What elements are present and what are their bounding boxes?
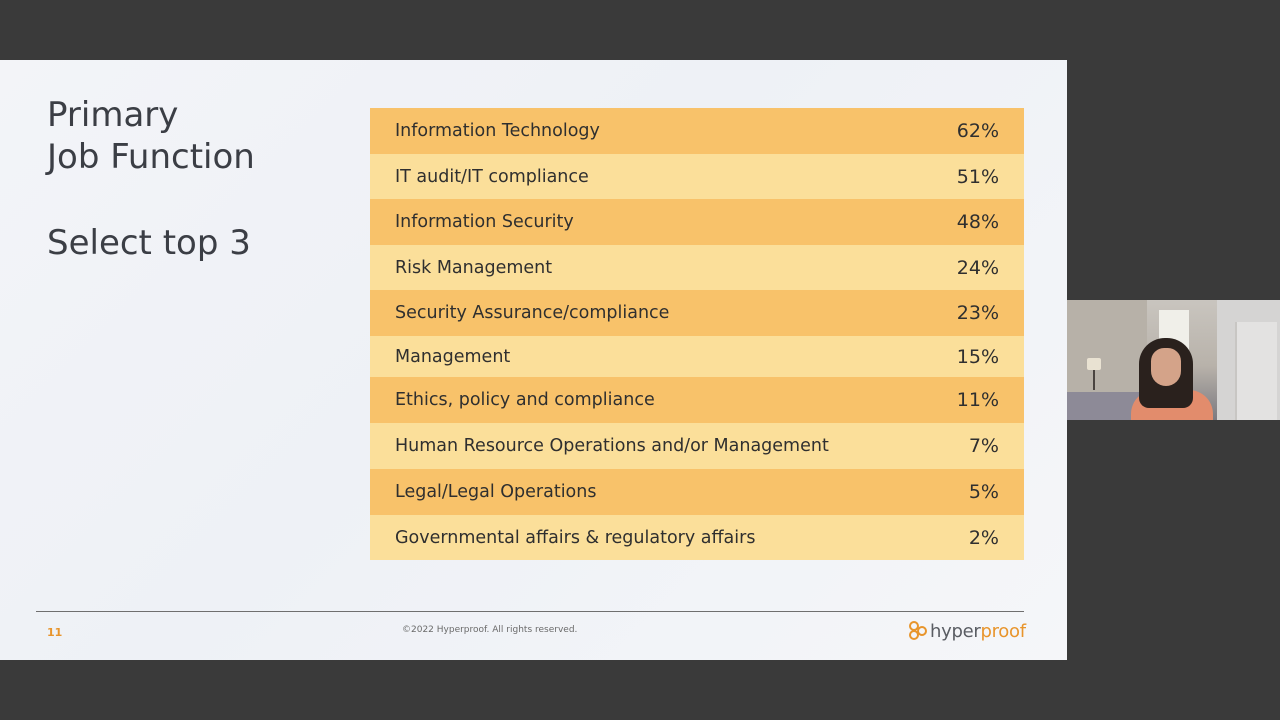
row-label: Ethics, policy and compliance: [395, 390, 655, 410]
table-row: Ethics, policy and compliance 11%: [370, 377, 1024, 423]
slide-title-line1: Primary: [47, 95, 179, 135]
table-row: Human Resource Operations and/or Managem…: [370, 423, 1024, 469]
webcam-lamp: [1087, 358, 1101, 370]
row-label: Legal/Legal Operations: [395, 482, 597, 502]
webcam-lamp-stand: [1093, 370, 1095, 390]
hyperproof-logo: hyperproof: [908, 620, 1026, 642]
slide-subtitle: Select top 3: [47, 223, 251, 263]
table-row: Legal/Legal Operations 5%: [370, 469, 1024, 515]
row-label: Information Technology: [395, 121, 600, 141]
table-row: Information Technology 62%: [370, 108, 1024, 154]
row-label: Human Resource Operations and/or Managem…: [395, 436, 829, 456]
row-value: 5%: [968, 481, 999, 503]
row-value: 48%: [956, 211, 999, 233]
speaker-face: [1151, 348, 1181, 386]
job-function-table: Information Technology 62% IT audit/IT c…: [370, 108, 1024, 560]
row-value: 2%: [968, 526, 999, 549]
table-row: Risk Management 24%: [370, 245, 1024, 290]
logo-wordmark: hyperproof: [930, 621, 1026, 642]
row-value: 24%: [956, 256, 999, 279]
hyperproof-logo-icon: [909, 621, 927, 640]
page-number: 11: [47, 626, 63, 639]
webcam-video-feed: [1067, 300, 1280, 420]
table-row: Governmental affairs & regulatory affair…: [370, 515, 1024, 560]
row-value: 7%: [968, 435, 999, 457]
row-value: 62%: [956, 120, 999, 142]
slide-title-line2: Job Function: [47, 137, 255, 177]
webcam-door: [1235, 322, 1277, 420]
table-row: Information Security 48%: [370, 199, 1024, 245]
logo-word-hyper: hyper: [930, 620, 981, 642]
row-value: 15%: [956, 345, 999, 368]
table-row: Security Assurance/compliance 23%: [370, 290, 1024, 336]
row-label: Risk Management: [395, 257, 553, 278]
table-row: Management 15%: [370, 336, 1024, 377]
row-value: 23%: [956, 302, 999, 324]
row-label: Security Assurance/compliance: [395, 303, 670, 323]
row-label: IT audit/IT compliance: [395, 166, 589, 187]
table-row: IT audit/IT compliance 51%: [370, 154, 1024, 199]
slide-title: Primary Job Function: [47, 94, 255, 178]
row-value: 11%: [956, 389, 999, 411]
copyright-text: ©2022 Hyperproof. All rights reserved.: [402, 625, 578, 635]
row-label: Information Security: [395, 212, 574, 232]
logo-word-proof: proof: [980, 620, 1026, 642]
row-value: 51%: [956, 165, 999, 188]
row-label: Governmental affairs & regulatory affair…: [395, 527, 756, 548]
footer-divider: [36, 611, 1024, 612]
row-label: Management: [395, 346, 511, 367]
presentation-slide: Primary Job Function Select top 3 Inform…: [0, 60, 1067, 660]
